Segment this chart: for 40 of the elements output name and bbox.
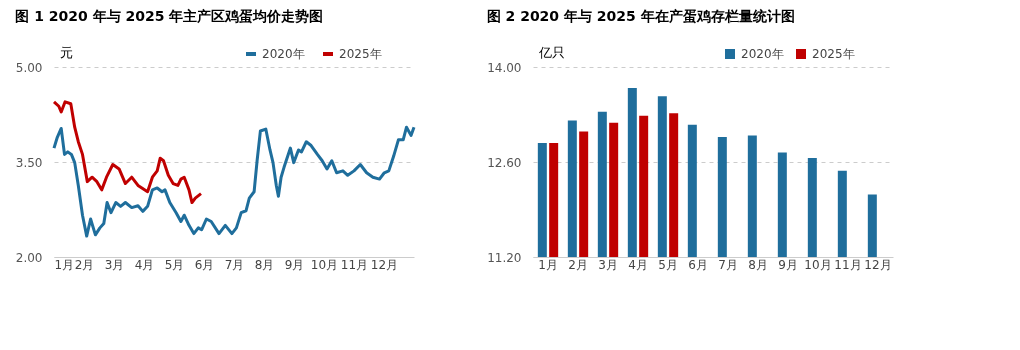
x-tick-label: 8月 xyxy=(254,257,275,272)
line-series xyxy=(52,125,416,238)
x-tick-label: 3月 xyxy=(104,257,125,272)
y-axis-title: 亿只 xyxy=(537,44,565,60)
y-tick-label: 14.00 xyxy=(487,60,522,75)
x-tick-label: 12月 xyxy=(864,257,892,272)
legend-label: 2020年 xyxy=(262,47,305,61)
x-tick-label: 9月 xyxy=(778,257,798,272)
x-tick-label: 7月 xyxy=(224,257,245,272)
x-tick-label: 12月 xyxy=(370,257,399,272)
x-tick-label: 1月 xyxy=(538,257,558,272)
x-tick-label: 11月 xyxy=(834,257,862,272)
line-series xyxy=(52,100,203,205)
y-tick-label: 5.00 xyxy=(15,60,43,75)
x-tick-label: 6月 xyxy=(194,257,215,272)
x-tick-label: 10月 xyxy=(804,257,832,272)
legend-label: 2025年 xyxy=(339,47,382,61)
y-tick-label: 12.60 xyxy=(487,155,522,170)
x-tick-label: 4月 xyxy=(628,257,648,272)
y-tick-label: 2.00 xyxy=(15,250,43,265)
x-tick-label: 9月 xyxy=(284,257,305,272)
x-tick-label: 2月 xyxy=(74,257,95,272)
y-tick-label: 3.50 xyxy=(15,155,43,170)
y-tick-label: 11.20 xyxy=(487,250,522,265)
legend-label: 2020年 xyxy=(741,47,784,61)
x-tick-label: 5月 xyxy=(164,257,185,272)
x-tick-label: 8月 xyxy=(748,257,768,272)
x-tick-label: 2月 xyxy=(568,257,588,272)
x-tick-label: 3月 xyxy=(598,257,618,272)
x-tick-label: 4月 xyxy=(134,257,155,272)
x-tick-label: 7月 xyxy=(718,257,738,272)
x-tick-label: 6月 xyxy=(688,257,708,272)
x-tick-label: 10月 xyxy=(310,257,339,272)
x-tick-label: 5月 xyxy=(658,257,678,272)
chart-title: 图 2 2020 年与 2025 年在产蛋鸡存栏量统计图 xyxy=(486,8,795,24)
x-tick-label: 11月 xyxy=(340,257,369,272)
chart-title: 图 1 2020 年与 2025 年主产区鸡蛋均价走势图 xyxy=(15,8,324,24)
y-axis-title: 元 xyxy=(59,44,73,60)
x-tick-label: 1月 xyxy=(54,257,75,272)
legend-label: 2025年 xyxy=(812,47,855,61)
